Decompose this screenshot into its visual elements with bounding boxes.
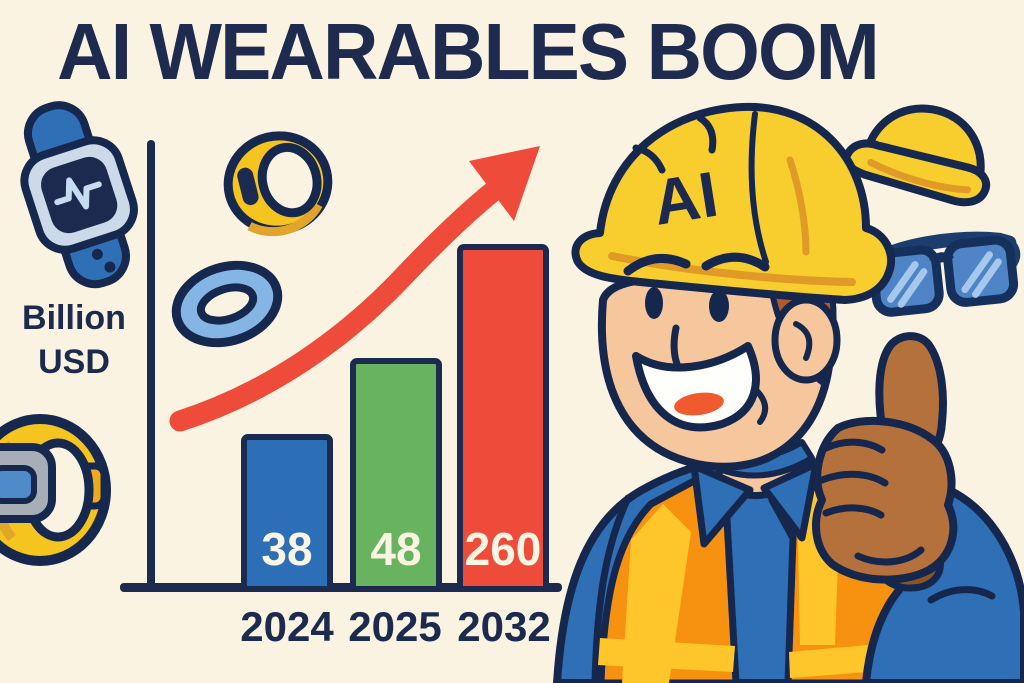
wearable-sensor-icon [0, 414, 111, 566]
smartwatch-icon [20, 101, 138, 289]
vest-left-panel [597, 477, 740, 683]
worker-ear [771, 296, 841, 384]
worker-hair [767, 279, 837, 385]
thumbs-up-hand [812, 332, 958, 584]
worker-wrist [866, 537, 944, 592]
bar-value-2024: 38 [261, 523, 313, 575]
worker-character: AI [553, 102, 1024, 683]
y-axis-label: Billion USD [4, 297, 144, 384]
worker-face-features [623, 252, 770, 391]
smart-ring-gold-icon [223, 131, 333, 237]
worker-neck [712, 424, 800, 499]
bar-value-2032: 260 [464, 523, 542, 575]
worker-mouth [632, 342, 760, 432]
worker-helmet: AI [571, 102, 895, 304]
vest-right-panel [768, 466, 955, 683]
page-title: AI WEARABLES BOOM [57, 7, 880, 96]
y-axis-label-line1: Billion [22, 299, 126, 337]
helmet-ai-label: AI [648, 158, 722, 239]
y-axis [147, 140, 155, 592]
bar-value-2025: 48 [370, 523, 422, 575]
tick-label-2024: 2024 [240, 603, 334, 650]
smart-ring-blue-icon [171, 260, 283, 348]
worker-sleeve [862, 485, 1024, 683]
collar-left [690, 462, 754, 548]
bar-2025: 48 [350, 358, 442, 592]
x-axis [120, 583, 562, 592]
heartbeat-line [54, 177, 102, 210]
y-axis-label-line2: USD [38, 342, 110, 381]
hard-hat-icon [842, 104, 991, 207]
bar-2032: 260 [457, 244, 549, 592]
worker-tongue [674, 392, 724, 416]
tick-label-2025: 2025 [348, 603, 442, 650]
tick-label-2032: 2032 [457, 603, 551, 650]
collar-right [760, 460, 820, 542]
worker-face [597, 276, 837, 471]
smart-glasses-icon [867, 231, 1021, 317]
worker-shirt [553, 454, 983, 683]
bar-2024: 38 [241, 434, 333, 592]
